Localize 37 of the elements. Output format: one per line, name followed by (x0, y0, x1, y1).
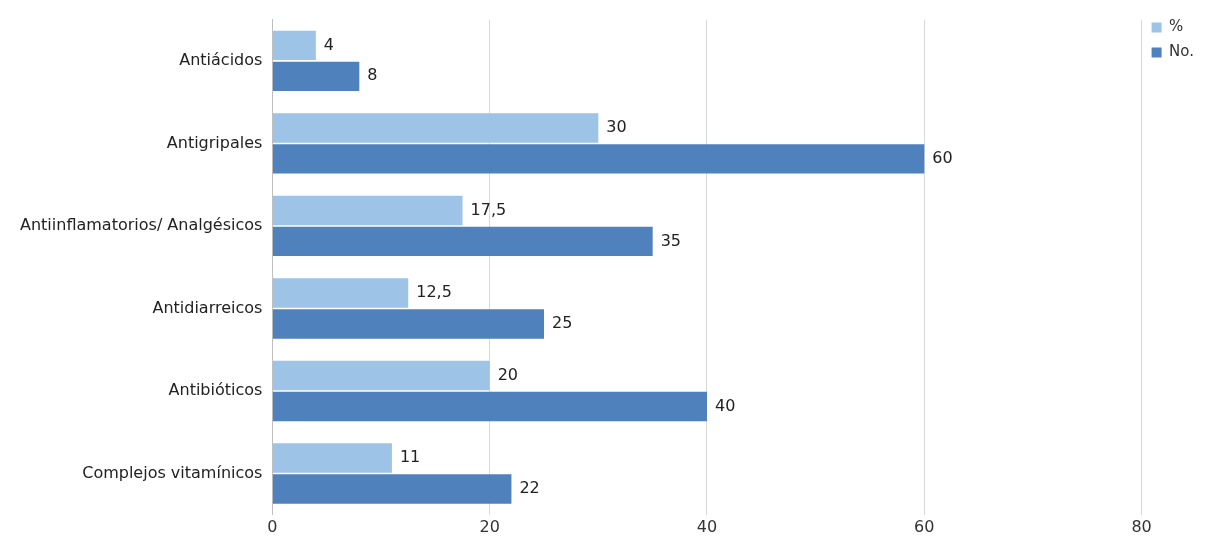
bar (272, 113, 599, 143)
bar (272, 144, 925, 174)
bar (272, 278, 409, 308)
legend-label: No. (1169, 42, 1194, 61)
bar (272, 391, 707, 422)
data-label: 8 (367, 65, 378, 85)
bar (272, 226, 653, 257)
y-tick-label: Antigripales (166, 132, 263, 152)
data-label: 4 (323, 34, 335, 54)
data-label: 17,5 (470, 199, 507, 219)
y-tick-label: Antidiarreicos (152, 297, 263, 317)
bar (272, 360, 490, 391)
x-tick-label: 0 (267, 516, 278, 536)
bar (272, 474, 512, 504)
x-tick-label: 20 (479, 516, 500, 536)
bar (272, 309, 545, 339)
data-label: 12,5 (416, 282, 452, 302)
data-label: 40 (714, 395, 736, 415)
data-label: 30 (606, 117, 627, 137)
bar (272, 61, 360, 92)
x-tick-label: 40 (696, 516, 718, 536)
data-label: 20 (497, 364, 519, 384)
y-tick-label: Antiinflamatorios/ Analgésicos (20, 215, 263, 235)
data-label: 11 (399, 447, 421, 467)
data-label: 35 (660, 230, 682, 250)
data-label: 25 (552, 313, 573, 333)
x-tick-label: 80 (1131, 516, 1152, 536)
y-tick-label: Antiácidos (179, 50, 263, 70)
bar (272, 195, 463, 226)
bar (272, 443, 392, 473)
legend-label: % (1169, 17, 1184, 36)
y-tick-label: Complejos vitamínicos (82, 462, 263, 482)
data-label: 60 (932, 148, 953, 168)
x-tick-label: 60 (914, 516, 935, 536)
bar (272, 30, 316, 61)
data-label: 22 (519, 478, 540, 498)
y-tick-label: Antibióticos (168, 380, 263, 400)
